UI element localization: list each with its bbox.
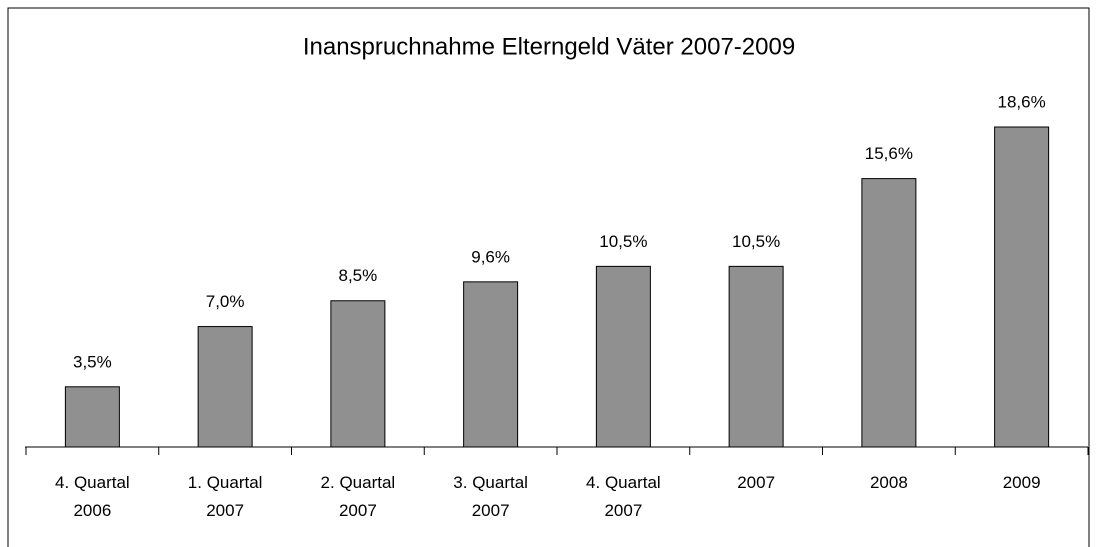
data-label: 15,6%	[865, 144, 913, 163]
x-tick-label: 4. Quartal 2006	[55, 473, 130, 520]
x-tick-label: 4. Quartal 2007	[586, 473, 661, 520]
data-label: 10,5%	[599, 232, 647, 251]
bar	[330, 300, 386, 448]
chart-title: Inanspruchnahme Elterngeld Väter 2007-20…	[303, 33, 795, 60]
bar	[595, 265, 651, 448]
bar	[463, 281, 519, 448]
data-label: 7,0%	[206, 292, 245, 311]
chart-frame	[7, 7, 1090, 547]
bar	[861, 178, 917, 448]
data-label: 10,5%	[732, 232, 780, 251]
x-tick-label: 2008	[869, 473, 908, 492]
x-tick-label: 2009	[1002, 473, 1041, 492]
data-label: 8,5%	[339, 266, 378, 285]
bar	[728, 265, 784, 448]
x-tick-label: 3. Quartal 2007	[453, 473, 528, 520]
bar	[197, 326, 253, 448]
x-tick-label: 1. Quartal 2007	[187, 473, 263, 520]
bar	[994, 126, 1050, 448]
x-tick-label: 2007	[737, 473, 776, 492]
data-label: 9,6%	[471, 247, 510, 266]
data-label: 3,5%	[73, 352, 112, 371]
x-tick-label: 2. Quartal 2007	[320, 473, 396, 520]
bar	[64, 386, 120, 448]
data-label: 18,6%	[998, 92, 1046, 111]
